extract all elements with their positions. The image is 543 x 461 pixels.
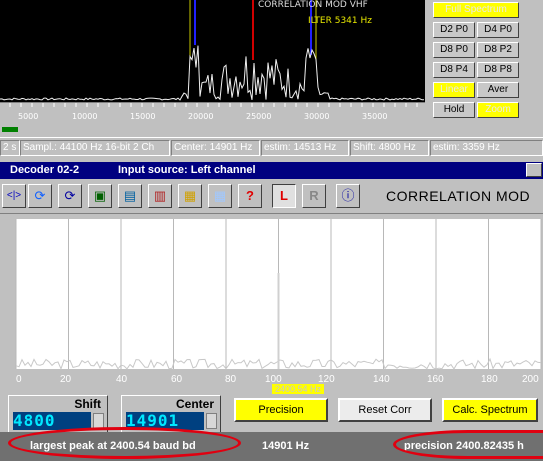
corr-tick-160: 160 xyxy=(427,374,444,385)
center-control: Center 14901 xyxy=(121,395,221,433)
help-icon[interactable]: ? xyxy=(238,184,262,208)
swap-icon[interactable]: <|> xyxy=(2,184,26,208)
spectrum-axis-label-3: 20000 xyxy=(188,112,213,121)
center-value-display[interactable]: 14901 xyxy=(126,412,204,430)
spectrum-options-panel: Full Spectrum D2 P0 D4 P0 D8 P0 D8 P2 D8… xyxy=(425,0,543,122)
spectrum-filter-label: ILTER 5341 Hz xyxy=(308,16,372,26)
peak-frequency-box: 2400.54 Hz xyxy=(272,384,324,394)
progress-strip xyxy=(0,122,543,136)
shift-value-display[interactable]: 4800 xyxy=(13,412,91,430)
center-hz-text: 14901 Hz xyxy=(262,440,310,452)
spectrum-axis: 5000 10000 15000 20000 25000 30000 35000 xyxy=(0,102,425,122)
save-icon[interactable]: ▣ xyxy=(88,184,112,208)
decoder-input-source: Input source: Left channel xyxy=(118,164,256,176)
center-spinner[interactable] xyxy=(206,413,217,429)
spectrum-axis-label-4: 25000 xyxy=(246,112,271,121)
aver-button[interactable]: Aver xyxy=(477,82,519,98)
status-sample-rate: Sampl.: 44100 Hz 16-bit 2 Ch xyxy=(20,140,170,156)
spectrum-axis-label-6: 35000 xyxy=(362,112,387,121)
spectrum-axis-label-2: 15000 xyxy=(130,112,155,121)
d2-p0-button[interactable]: D2 P0 xyxy=(433,22,475,38)
status-bar: 2 s Sampl.: 44100 Hz 16-bit 2 Ch Center:… xyxy=(0,137,543,157)
full-spectrum-button[interactable]: Full Spectrum xyxy=(433,2,519,18)
cup-icon[interactable]: ▦ xyxy=(208,184,232,208)
decoder-title-bar[interactable]: Decoder 02-2 Input source: Left channel xyxy=(0,162,543,179)
hold-button[interactable]: Hold xyxy=(433,102,475,118)
linear-button[interactable]: Linear xyxy=(433,82,475,98)
corr-tick-0: 0 xyxy=(16,374,22,385)
corr-tick-180: 180 xyxy=(481,374,498,385)
reset-corr-button[interactable]: Reset Corr xyxy=(338,398,432,422)
spectrum-axis-ticks xyxy=(9,103,418,107)
precision-button[interactable]: Precision xyxy=(234,398,328,422)
d8-p8-button[interactable]: D8 P8 xyxy=(477,62,519,78)
status-shift-estimate: estim: 3359 Hz xyxy=(430,140,543,156)
close-button[interactable] xyxy=(526,163,542,177)
corr-tick-100: 100 xyxy=(265,374,282,385)
corr-tick-140: 140 xyxy=(373,374,390,385)
progress-indicator xyxy=(2,127,18,132)
spectrum-display[interactable]: CORRELATION MOD VHF ILTER 5341 Hz xyxy=(0,0,425,122)
spectrum-title: CORRELATION MOD VHF xyxy=(258,0,368,10)
right-channel-icon[interactable]: R xyxy=(302,184,326,208)
d4-p0-button[interactable]: D4 P0 xyxy=(477,22,519,38)
d8-p0-button[interactable]: D8 P0 xyxy=(433,42,475,58)
d8-p2-button[interactable]: D8 P2 xyxy=(477,42,519,58)
decoder-toolbar: <|> ⟳ ⟳ ▣ ▤ ▥ ▦ ▦ ? L R ⓘ CORRELATION MO… xyxy=(0,180,543,214)
spectrum-axis-label-5: 30000 xyxy=(304,112,329,121)
info-icon[interactable]: ⓘ xyxy=(336,184,360,208)
center-label: Center xyxy=(175,397,214,411)
status-time: 2 s xyxy=(0,140,20,156)
decoder-title: Decoder 02-2 xyxy=(10,164,80,176)
mode-label: CORRELATION MOD xyxy=(386,188,531,204)
spectrum-axis-label-1: 10000 xyxy=(72,112,97,121)
corr-tick-60: 60 xyxy=(171,374,183,385)
annotation-circle-right xyxy=(393,430,543,459)
status-shift: Shift: 4800 Hz xyxy=(350,140,429,156)
color-bars-icon[interactable]: ▥ xyxy=(148,184,172,208)
spectrum-axis-label-0: 5000 xyxy=(18,112,38,121)
corr-tick-80: 80 xyxy=(225,374,237,385)
zoom-button[interactable]: Zoom xyxy=(477,102,519,118)
levels-icon[interactable]: ▦ xyxy=(178,184,202,208)
d8-p4-button[interactable]: D8 P4 xyxy=(433,62,475,78)
calc-spectrum-button[interactable]: Calc. Spectrum xyxy=(442,398,538,422)
annotation-circle-left xyxy=(8,427,241,459)
camera-icon[interactable]: ▤ xyxy=(118,184,142,208)
corr-tick-200: 200 xyxy=(522,374,539,385)
sync-icon[interactable]: ⟳ xyxy=(58,184,82,208)
corr-tick-20: 20 xyxy=(60,374,72,385)
correlation-panel: 0 20 40 60 80 100 120 140 160 180 200 xyxy=(0,215,543,390)
corr-tick-120: 120 xyxy=(318,374,335,385)
left-channel-icon[interactable]: L xyxy=(272,184,296,208)
spectrum-plot xyxy=(0,0,425,101)
refresh-icon[interactable]: ⟳ xyxy=(28,184,52,208)
status-center: Center: 14901 Hz xyxy=(171,140,260,156)
corr-tick-40: 40 xyxy=(116,374,128,385)
status-center-estimate: estim: 14513 Hz xyxy=(261,140,349,156)
shift-label: Shift xyxy=(74,397,101,411)
spectrum-trace xyxy=(0,45,425,101)
